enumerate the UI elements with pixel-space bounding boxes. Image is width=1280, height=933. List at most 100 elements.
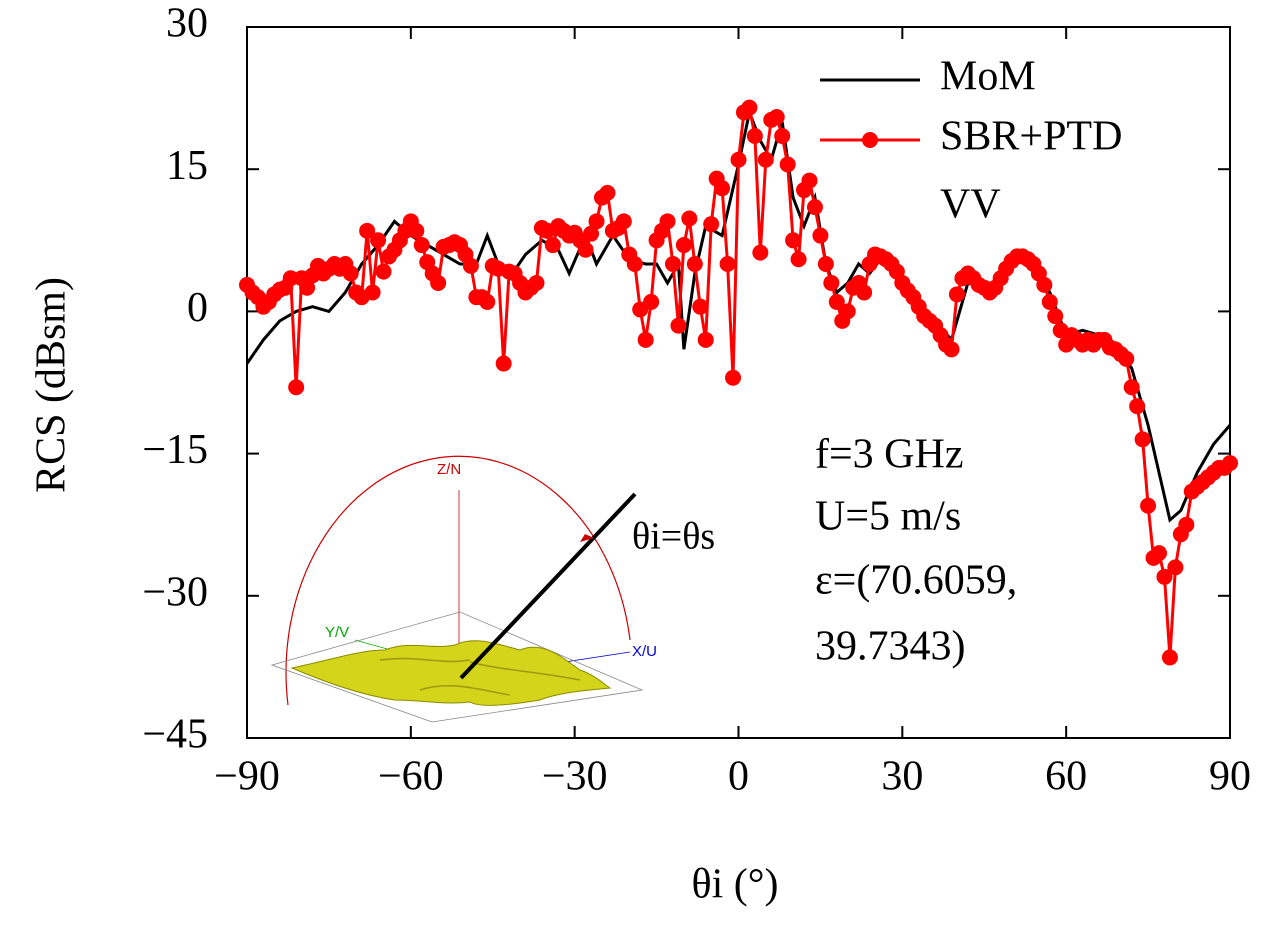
x-axis-label: θi (°) bbox=[691, 862, 778, 908]
inset-label: θi=θs bbox=[632, 516, 715, 558]
data-point bbox=[408, 222, 425, 239]
inset-arrow bbox=[459, 492, 637, 680]
data-point bbox=[364, 284, 381, 301]
x-tick-label: 60 bbox=[1045, 754, 1087, 800]
data-point bbox=[643, 293, 660, 310]
data-point bbox=[430, 274, 447, 291]
data-point bbox=[664, 256, 681, 272]
legend-label: SBR+PTD bbox=[940, 114, 1122, 160]
data-point bbox=[615, 213, 632, 230]
annotation: f=3 GHz bbox=[815, 432, 963, 478]
data-point bbox=[806, 199, 823, 216]
y-tick-label: −15 bbox=[142, 427, 208, 473]
inset-label: X/U bbox=[632, 643, 657, 660]
legend-label: MoM bbox=[940, 54, 1036, 100]
data-point bbox=[1156, 568, 1173, 585]
data-point bbox=[342, 265, 359, 282]
data-point bbox=[1036, 276, 1053, 293]
y-tick-label: −45 bbox=[142, 712, 208, 758]
data-point bbox=[856, 284, 873, 301]
data-point bbox=[779, 156, 796, 173]
data-point bbox=[577, 241, 594, 258]
data-point bbox=[697, 331, 714, 348]
data-point bbox=[1129, 398, 1146, 415]
inset-label: Y/V bbox=[325, 624, 349, 641]
data-point bbox=[359, 222, 376, 239]
inset-surface-detail bbox=[379, 657, 581, 696]
inset bbox=[270, 455, 644, 723]
x-tick-label: 90 bbox=[1209, 754, 1251, 800]
data-point bbox=[1041, 293, 1058, 310]
y-tick-label: 0 bbox=[187, 285, 208, 331]
data-point bbox=[1178, 516, 1195, 533]
data-point bbox=[741, 99, 758, 116]
data-point bbox=[659, 213, 676, 230]
data-point bbox=[1167, 559, 1184, 576]
data-point bbox=[943, 341, 960, 358]
data-point bbox=[637, 331, 654, 348]
data-point bbox=[1140, 497, 1157, 514]
data-point bbox=[299, 279, 316, 296]
data-point bbox=[714, 180, 731, 197]
y-axis-label: RCS (dBsm) bbox=[29, 277, 75, 493]
data-point bbox=[1151, 545, 1168, 562]
data-point bbox=[375, 263, 392, 280]
y-tick-label: 30 bbox=[166, 1, 208, 47]
data-point bbox=[785, 232, 802, 249]
data-point bbox=[790, 251, 807, 268]
data-point bbox=[413, 237, 430, 254]
annotation: ε=(70.6059, bbox=[815, 558, 1017, 604]
legend-note: VV bbox=[940, 182, 1001, 228]
x-tick-label: 30 bbox=[881, 754, 923, 800]
data-point bbox=[801, 172, 818, 189]
inset-arc bbox=[285, 455, 631, 706]
data-point bbox=[599, 184, 616, 201]
data-point bbox=[495, 355, 512, 372]
data-point bbox=[812, 227, 829, 244]
x-tick-label: −30 bbox=[542, 754, 608, 800]
inset-arrowhead bbox=[580, 534, 594, 542]
data-point bbox=[1222, 455, 1238, 472]
data-point bbox=[757, 151, 774, 168]
data-point bbox=[462, 257, 479, 274]
data-point bbox=[681, 210, 698, 227]
data-point bbox=[823, 274, 840, 291]
inset-plane bbox=[270, 611, 644, 723]
y-tick-label: −30 bbox=[142, 569, 208, 615]
data-point bbox=[1123, 379, 1140, 396]
data-point bbox=[670, 317, 687, 334]
data-point bbox=[768, 109, 785, 126]
data-point bbox=[774, 128, 791, 145]
data-point bbox=[1047, 308, 1064, 325]
data-point bbox=[725, 369, 742, 386]
data-point bbox=[703, 216, 720, 233]
x-tick-label: −90 bbox=[214, 754, 280, 800]
data-point bbox=[828, 293, 845, 310]
data-point bbox=[692, 298, 709, 315]
data-point bbox=[752, 244, 769, 261]
data-point bbox=[1118, 350, 1135, 367]
data-point bbox=[730, 151, 747, 168]
data-point bbox=[1134, 431, 1151, 448]
data-point bbox=[583, 225, 600, 242]
data-point bbox=[746, 128, 763, 145]
inset-surface bbox=[290, 640, 612, 706]
data-point bbox=[528, 274, 545, 291]
data-point bbox=[817, 256, 834, 272]
data-point bbox=[675, 237, 692, 254]
x-tick-label: 0 bbox=[728, 754, 749, 800]
data-point bbox=[1161, 649, 1178, 666]
data-point bbox=[479, 293, 496, 310]
data-point bbox=[288, 379, 305, 396]
data-point bbox=[370, 232, 387, 249]
x-tick-label: −60 bbox=[378, 754, 444, 800]
y-tick-label: 15 bbox=[166, 143, 208, 189]
data-point bbox=[839, 303, 856, 320]
inset-label: Z/N bbox=[437, 461, 461, 478]
annotation: 39.7343) bbox=[815, 624, 966, 670]
data-point bbox=[948, 286, 965, 303]
data-point bbox=[588, 213, 605, 230]
legend-marker bbox=[862, 132, 878, 148]
data-point bbox=[686, 256, 703, 272]
